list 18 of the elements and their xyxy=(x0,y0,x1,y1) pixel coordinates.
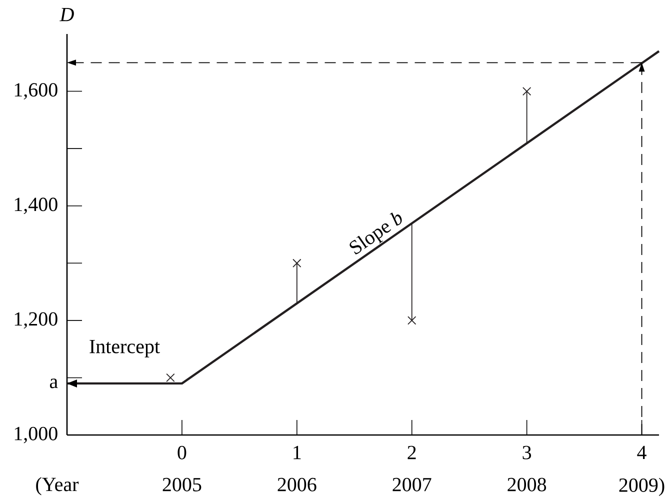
x2-tick-label: 2008 xyxy=(508,478,546,492)
y-axis-title: D xyxy=(60,8,74,22)
x2-tick-label: 2009) xyxy=(619,478,664,496)
annotation: Intercept xyxy=(90,340,160,358)
y-tick-label: 1,600 xyxy=(14,83,58,100)
y-tick-label: 1,200 xyxy=(14,312,58,329)
x-tick-label: 0 xyxy=(178,446,186,460)
y-tick-label: 1,400 xyxy=(14,198,58,214)
x-tick-label: 3 xyxy=(522,446,532,460)
y-tick-label: a xyxy=(50,378,58,388)
x2-tick-label: 2005 xyxy=(162,478,202,492)
x2-tick-label: 2007 xyxy=(392,478,432,492)
x-tick-label: 1 xyxy=(294,446,301,460)
x-tick-label: 4 xyxy=(637,446,646,460)
x-tick-label: 2 xyxy=(408,446,416,460)
x2-tick-label: 2006 xyxy=(278,478,316,492)
y-tick-label: 1,000 xyxy=(14,426,58,444)
text: (Year xyxy=(36,477,79,496)
